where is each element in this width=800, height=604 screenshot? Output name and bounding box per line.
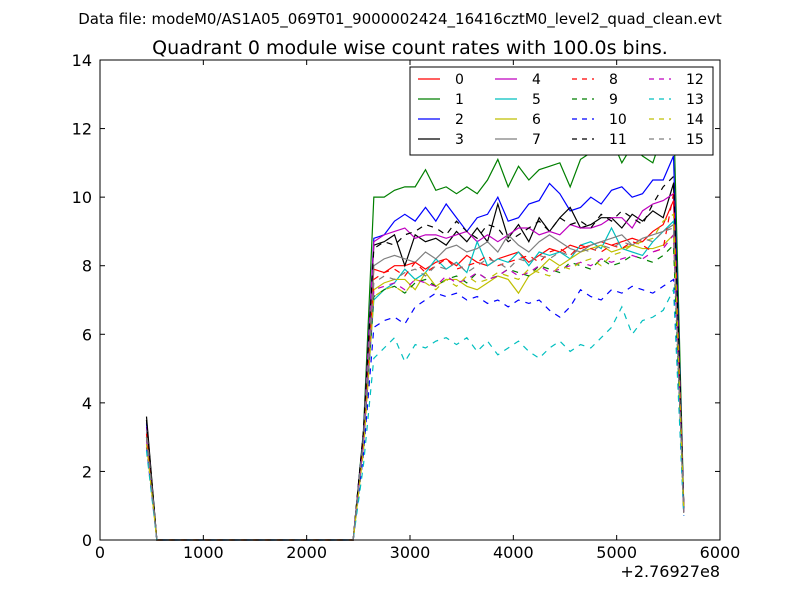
- x-tick-label: 2000: [286, 543, 327, 562]
- legend-label-15: 15: [686, 132, 704, 148]
- y-tick-label: 0: [82, 531, 92, 550]
- y-tick-label: 8: [82, 257, 92, 276]
- legend-label-4: 4: [532, 72, 541, 88]
- legend-label-1: 1: [455, 92, 464, 108]
- legend-box: [409, 66, 714, 156]
- legend-label-13: 13: [686, 92, 704, 108]
- x-tick-label: 0: [95, 543, 105, 562]
- legend-label-14: 14: [686, 112, 704, 128]
- legend-label-11: 11: [609, 132, 627, 148]
- y-tick-label: 6: [82, 325, 92, 344]
- legend-label-5: 5: [532, 92, 541, 108]
- legend-label-8: 8: [609, 72, 618, 88]
- legend-label-6: 6: [532, 112, 541, 128]
- x-tick-label: 3000: [390, 543, 431, 562]
- legend-label-12: 12: [686, 72, 704, 88]
- x-offset-label: +2.76927e8: [620, 562, 720, 581]
- suptitle: Data file: modeM0/AS1A05_069T01_90000024…: [78, 10, 722, 29]
- y-tick-label: 10: [72, 188, 92, 207]
- series-line-11: [145, 175, 685, 541]
- legend-label-2: 2: [455, 112, 464, 128]
- chart-title: Quadrant 0 module wise count rates with …: [152, 37, 668, 59]
- legend-label-0: 0: [455, 72, 464, 88]
- x-tick-label: 4000: [493, 543, 534, 562]
- x-tick-label: 6000: [700, 543, 741, 562]
- series-line-14: [145, 213, 685, 541]
- legend-label-7: 7: [532, 132, 541, 148]
- x-tick-label: 5000: [596, 543, 637, 562]
- y-tick-label: 12: [72, 120, 92, 139]
- legend-label-10: 10: [609, 112, 627, 128]
- legend-label-9: 9: [609, 92, 618, 108]
- y-tick-label: 4: [82, 394, 92, 413]
- x-tick-label: 1000: [183, 543, 224, 562]
- legend-label-3: 3: [455, 132, 464, 148]
- y-tick-label: 2: [82, 462, 92, 481]
- y-tick-label: 14: [72, 51, 92, 70]
